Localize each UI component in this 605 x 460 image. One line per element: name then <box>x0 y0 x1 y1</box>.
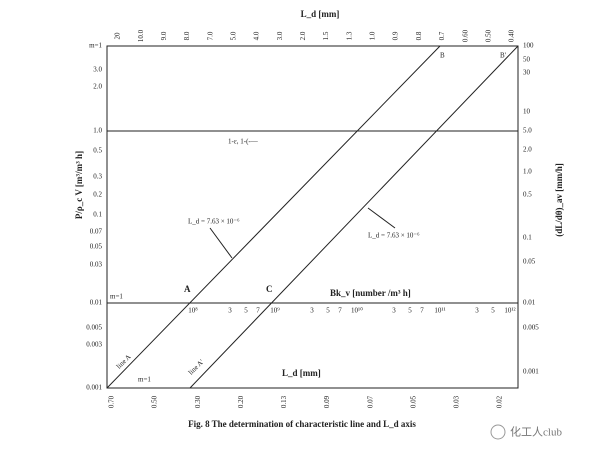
characteristic-line <box>189 45 519 389</box>
bk-tick-label: 5 <box>491 307 495 315</box>
top-tick-label: 0.8 <box>415 31 423 40</box>
caption: Fig. 8 The determination of characterist… <box>188 419 416 429</box>
left-tick-label: 3.0 <box>93 66 102 74</box>
watermark: 化工人club <box>510 425 562 439</box>
bk-tick-label: 3 <box>228 307 232 315</box>
bk-tick-label: 7 <box>256 307 260 315</box>
top-tick-label: 0.9 <box>392 31 400 40</box>
right-tick-label: 2.0 <box>523 146 532 154</box>
right-tick-label: 30 <box>523 69 531 77</box>
left-tick-label: 2.0 <box>93 83 102 91</box>
label: m=1 <box>138 376 151 384</box>
left-tick-label: 0.01 <box>90 299 103 307</box>
bottom-tick-label: 0.09 <box>323 395 331 408</box>
left-tick-label: 0.03 <box>90 261 103 269</box>
left-tick-label: 0.07 <box>90 228 103 236</box>
bottom-tick-label: 0.13 <box>280 395 288 408</box>
left-tick-label: 0.001 <box>86 384 102 392</box>
top-tick-label: 0.50 <box>484 29 492 42</box>
bk-tick-label: 10¹⁰ <box>351 307 363 315</box>
label: A <box>184 284 191 294</box>
bk-tick-label: 7 <box>338 307 342 315</box>
bottom-tick-label: 0.50 <box>151 395 159 408</box>
bottom-tick-label: 0.07 <box>366 395 374 408</box>
right-tick-label: 0.005 <box>523 324 539 332</box>
left-tick-label: 0.05 <box>90 243 103 251</box>
top-tick-label: 3.0 <box>276 31 284 40</box>
right-tick-label: 50 <box>523 56 531 64</box>
bottom-axis-title: L_d [mm] <box>282 368 321 378</box>
bk-tick-label: 3 <box>392 307 396 315</box>
bottom-tick-label: 0.02 <box>496 395 504 408</box>
left-tick-label: 0.005 <box>86 324 102 332</box>
label: B' <box>500 52 506 60</box>
ticks: 20 10.0 9.0 8.0 7.0 5.0 4.0 3.0 2.0 1.5 1.3 1.0 0.9 0… <box>86 29 539 408</box>
top-tick-label: 7.0 <box>206 31 214 40</box>
left-tick-label: 0.2 <box>93 191 102 199</box>
right-axis-title: (dL/dθ)_av [mm/h] <box>554 163 564 236</box>
right-tick-label: 0.5 <box>523 191 532 199</box>
leader <box>209 227 233 259</box>
label: line A' <box>187 358 206 377</box>
bk-tick-label: 10¹² <box>504 307 515 315</box>
top-tick-label: 9.0 <box>160 31 168 40</box>
bottom-tick-label: 0.70 <box>108 395 116 408</box>
bottom-tick-label: 0.03 <box>452 395 460 408</box>
bk-tick-label: 3 <box>475 307 479 315</box>
bk-tick-label: 10¹¹ <box>434 307 445 315</box>
left-tick-label: m=1 <box>89 42 102 50</box>
label: B <box>440 52 445 60</box>
top-tick-label: 0.7 <box>438 31 446 40</box>
left-tick-label: 1.0 <box>93 127 102 135</box>
bottom-tick-label: 0.05 <box>409 395 417 408</box>
right-tick-label: 0.01 <box>523 299 536 307</box>
right-tick-label: 0.05 <box>523 258 536 266</box>
left-axis-title: P/ρ_c V [m³/m³ h] <box>74 151 84 219</box>
bk-tick-label: 5 <box>408 307 412 315</box>
top-tick-label: 0.60 <box>461 29 469 42</box>
top-tick-label: 10.0 <box>137 29 145 42</box>
top-axis-title: L_d [mm] <box>301 9 340 19</box>
bk-tick-label: 7 <box>420 307 424 315</box>
right-tick-label: 10 <box>523 108 531 116</box>
top-tick-label: 8.0 <box>183 31 191 40</box>
frame <box>106 45 519 389</box>
bk-tick-label: 10⁹ <box>270 307 280 315</box>
watermark-icon <box>490 424 506 440</box>
top-tick-label: 5.0 <box>229 31 237 40</box>
bk-tick-label: 3 <box>310 307 314 315</box>
bk-axis-title: Bk_v [number /m³ h] <box>330 288 411 298</box>
top-tick-label: 4.0 <box>253 31 261 40</box>
label: 1-ε, 1-(-— <box>228 138 259 146</box>
top-tick-label: 1.3 <box>345 31 353 40</box>
label: C <box>266 284 273 294</box>
plot-frame <box>106 45 519 389</box>
left-tick-label: 0.5 <box>93 147 102 155</box>
leader <box>367 207 396 229</box>
top-tick-label: 1.0 <box>369 31 377 40</box>
label: L_d = 7.63 × 10⁻⁶ <box>368 232 420 240</box>
top-tick-label: 20 <box>114 32 122 40</box>
right-tick-label: 1.0 <box>523 168 532 176</box>
left-tick-label: 0.1 <box>93 211 102 219</box>
characteristic-line <box>106 45 441 389</box>
left-tick-label: 0.003 <box>86 341 102 349</box>
bk-tick-label: 10⁸ <box>188 307 198 315</box>
right-tick-label: 0.1 <box>523 234 532 242</box>
right-tick-label: 5.0 <box>523 127 532 135</box>
left-tick-label: 0.3 <box>93 173 102 181</box>
bottom-tick-label: 0.30 <box>194 395 202 408</box>
top-tick-label: 2.0 <box>299 31 307 40</box>
top-tick-label: 1.5 <box>322 31 330 40</box>
label: L_d = 7.63 × 10⁻⁶ <box>188 218 240 226</box>
top-tick-label: 0.40 <box>508 29 516 42</box>
bk-tick-label: 5 <box>244 307 248 315</box>
label: m=1 <box>110 293 123 301</box>
bk-tick-label: 5 <box>326 307 330 315</box>
right-tick-label: 0.001 <box>523 368 539 376</box>
right-tick-label: 100 <box>523 42 534 50</box>
bottom-tick-label: 0.20 <box>237 395 245 408</box>
label: line A <box>115 353 133 371</box>
